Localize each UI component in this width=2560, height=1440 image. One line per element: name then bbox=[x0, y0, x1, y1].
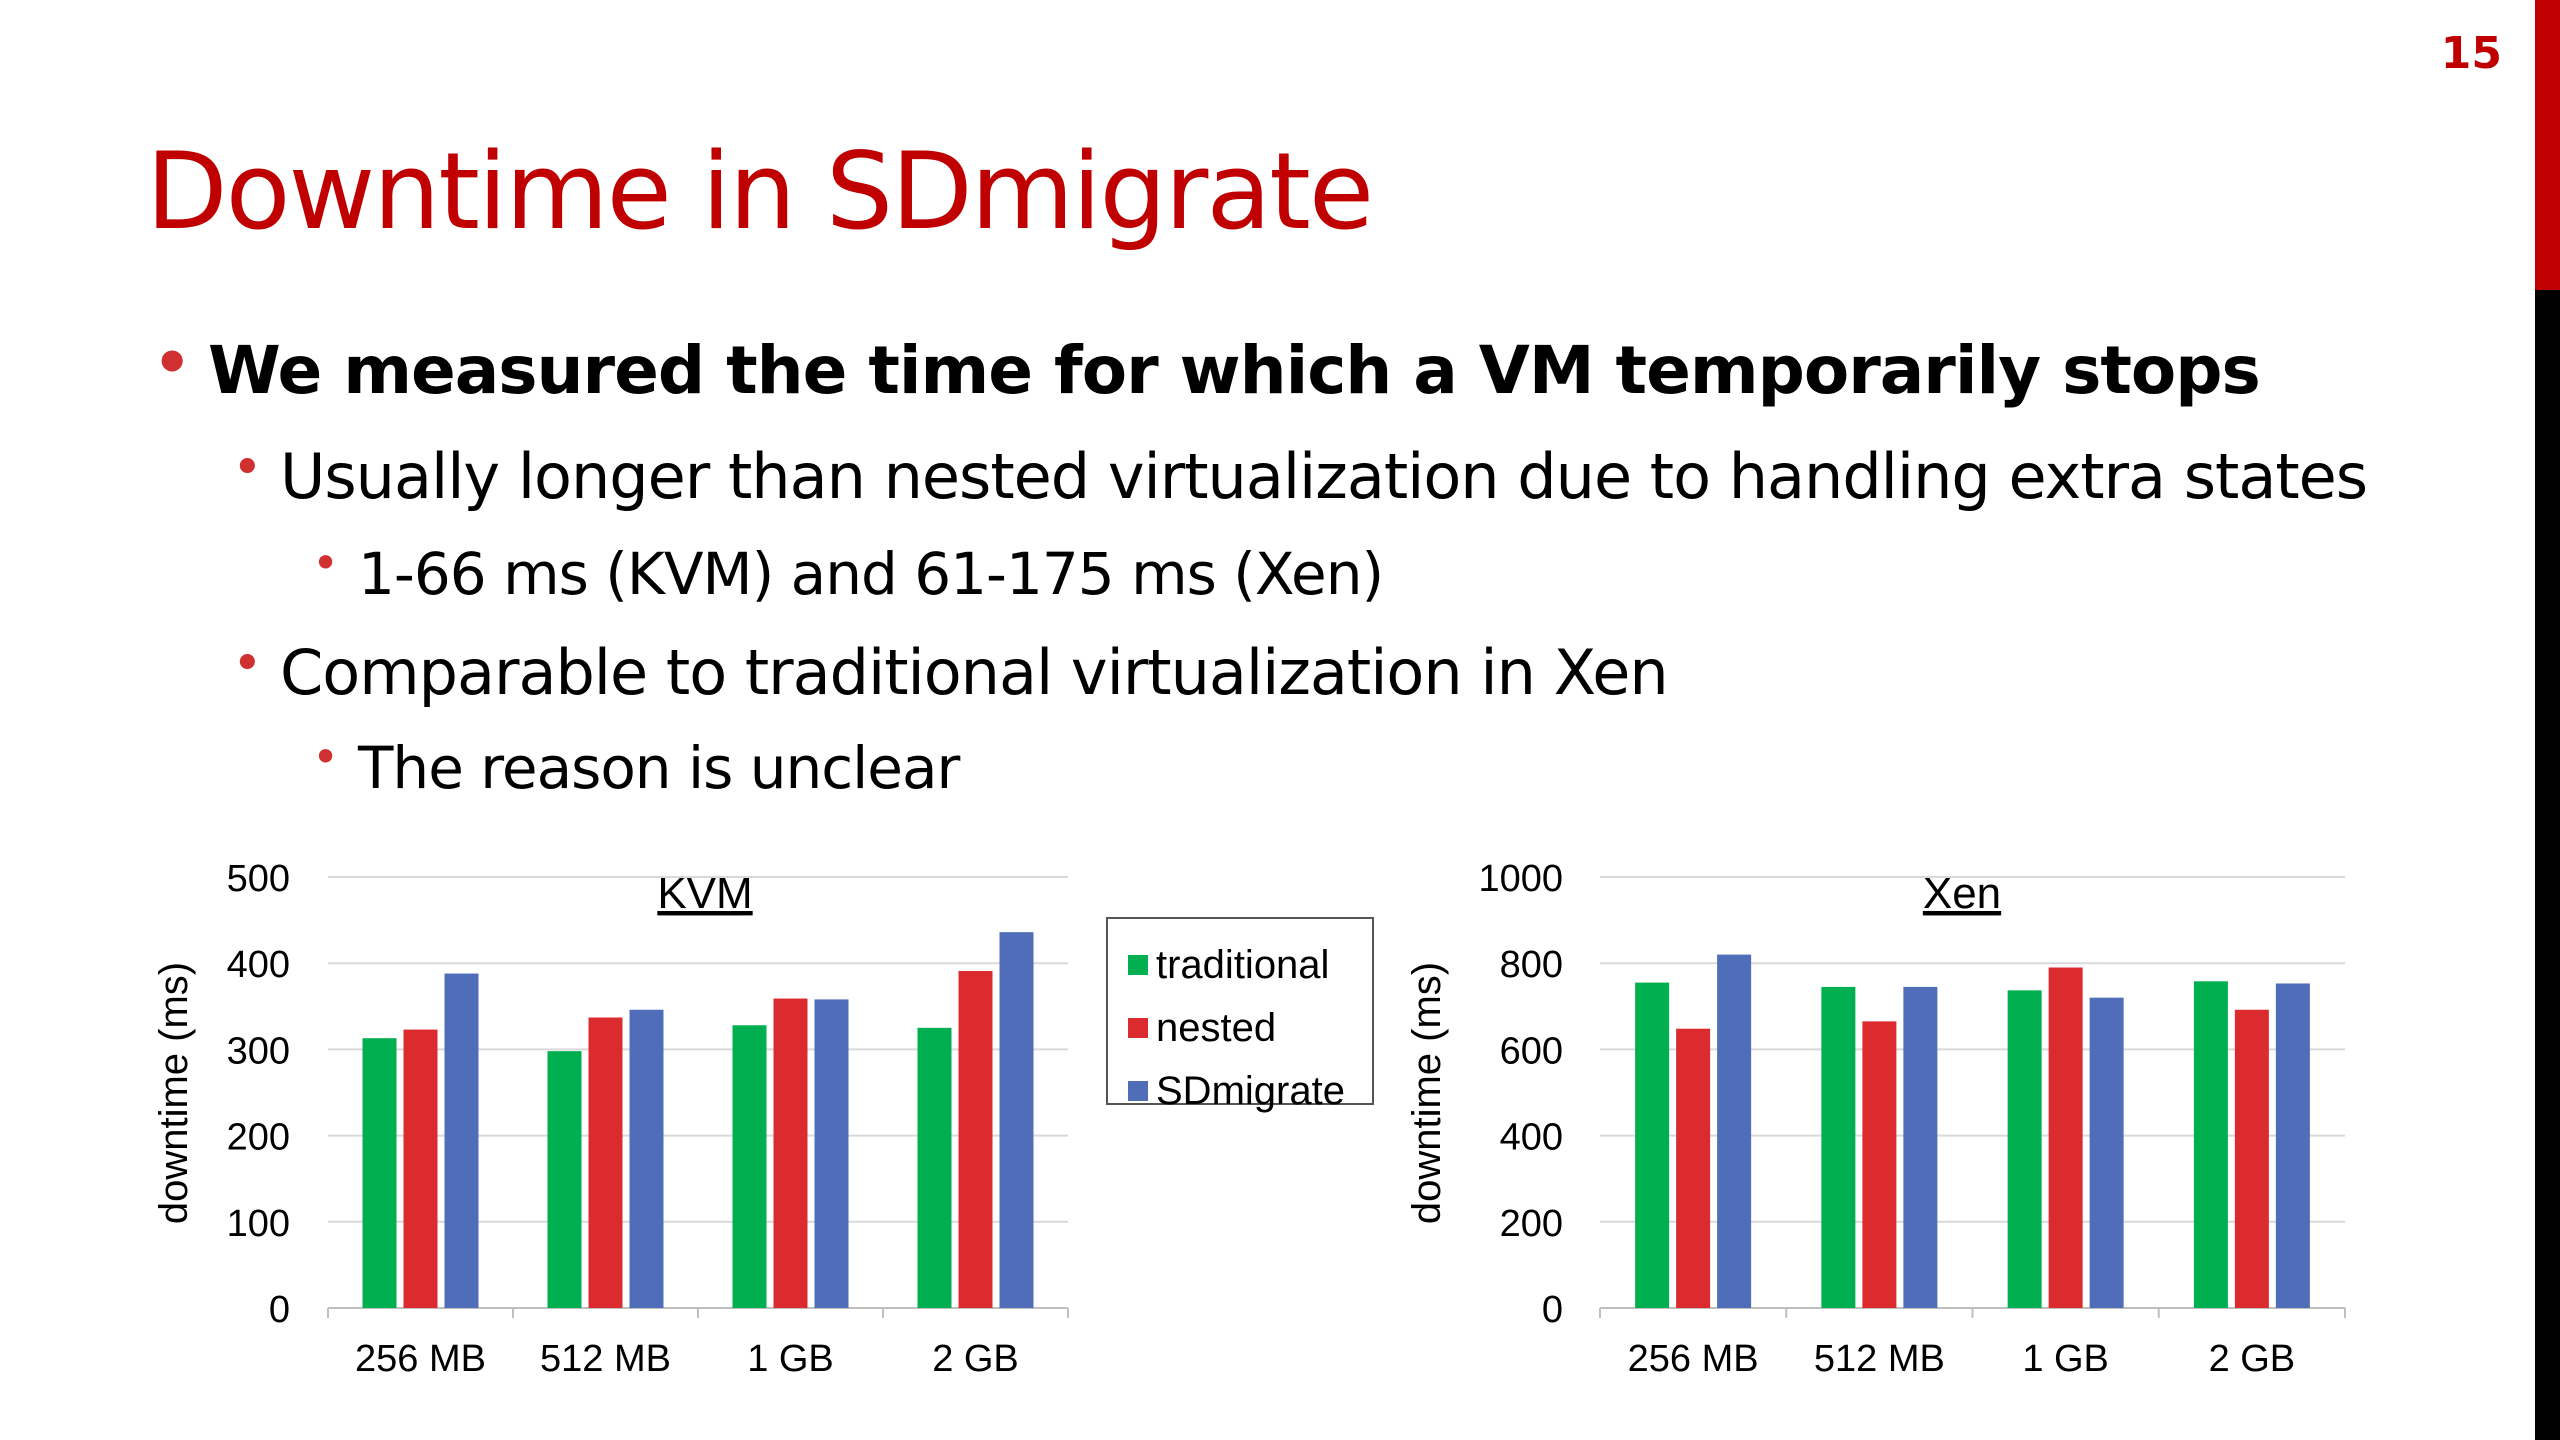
xen-bar-traditional-3 bbox=[2193, 981, 2228, 1308]
xen-xtick-label: 2 GB bbox=[2209, 1338, 2296, 1380]
kvm-xtick-label: 512 MB bbox=[540, 1338, 671, 1380]
xen-bar-nested-2 bbox=[2048, 967, 2083, 1308]
bullet-dot-icon: • bbox=[232, 634, 263, 694]
xen-ytick-label: 1000 bbox=[1478, 858, 1563, 900]
side-accent-bar-black bbox=[2535, 290, 2560, 1440]
kvm-ytick-label: 0 bbox=[269, 1289, 290, 1331]
xen-ytick-label: 400 bbox=[1500, 1117, 1563, 1159]
legend-swatch-traditional bbox=[1128, 955, 1148, 975]
bullet-text: We measured the time for which a VM temp… bbox=[208, 332, 2261, 409]
side-accent-bar-red bbox=[2535, 0, 2560, 290]
slide-title: Downtime in SDmigrate bbox=[146, 130, 1374, 253]
xen-y-axis-label: downtime (ms) bbox=[1405, 962, 1449, 1224]
legend-item-traditional: traditional bbox=[1128, 941, 1329, 989]
xen-chart-title: Xen bbox=[1923, 869, 2001, 918]
bullet-text: Usually longer than nested virtualizatio… bbox=[280, 440, 2368, 513]
slide-number: 15 bbox=[2440, 28, 2502, 79]
kvm-bar-sdmigrate-1 bbox=[629, 1009, 664, 1308]
kvm-ytick-label: 300 bbox=[227, 1030, 290, 1072]
xen-xtick-label: 1 GB bbox=[2022, 1338, 2109, 1380]
xen-ytick-label: 0 bbox=[1542, 1289, 1563, 1331]
kvm-xtick-label: 1 GB bbox=[747, 1338, 834, 1380]
legend-item-sdmigrate: SDmigrate bbox=[1128, 1067, 1345, 1115]
kvm-bar-nested-1 bbox=[588, 1017, 623, 1308]
legend-label-traditional: traditional bbox=[1156, 942, 1330, 987]
legend-item-nested: nested bbox=[1128, 1004, 1276, 1052]
xen-bar-sdmigrate-3 bbox=[2275, 983, 2310, 1308]
chart-legend: traditional nested SDmigrate bbox=[1106, 917, 1374, 1113]
xen-ytick-label: 800 bbox=[1500, 944, 1563, 986]
bullet-text: Comparable to traditional virtualization… bbox=[280, 636, 1669, 709]
kvm-bar-nested-2 bbox=[773, 998, 808, 1308]
bullet-level3-ranges: • 1-66 ms (KVM) and 61-175 ms (Xen) bbox=[312, 536, 1384, 608]
kvm-ytick-label: 400 bbox=[227, 944, 290, 986]
kvm-ytick-label: 500 bbox=[227, 858, 290, 900]
legend-label-nested: nested bbox=[1156, 1005, 1277, 1050]
bullet-dot-icon: • bbox=[312, 730, 339, 784]
kvm-bar-traditional-1 bbox=[547, 1051, 582, 1308]
xen-bar-nested-0 bbox=[1676, 1028, 1711, 1308]
kvm-bar-nested-0 bbox=[403, 1029, 438, 1308]
kvm-bar-sdmigrate-3 bbox=[999, 932, 1034, 1308]
xen-xtick-label: 256 MB bbox=[1628, 1338, 1759, 1380]
bullet-level1-measured: • We measured the time for which a VM te… bbox=[153, 328, 2261, 409]
xen-xtick-label: 512 MB bbox=[1814, 1338, 1945, 1380]
kvm-bar-traditional-2 bbox=[732, 1025, 767, 1308]
bullet-text: The reason is unclear bbox=[358, 734, 960, 802]
legend-swatch-nested bbox=[1128, 1018, 1148, 1038]
xen-ytick-label: 200 bbox=[1500, 1203, 1563, 1245]
legend-swatch-sdmigrate bbox=[1128, 1081, 1148, 1101]
bullet-text: 1-66 ms (KVM) and 61-175 ms (Xen) bbox=[358, 540, 1384, 608]
xen-bar-nested-3 bbox=[2234, 1009, 2269, 1308]
kvm-bar-sdmigrate-2 bbox=[814, 999, 849, 1308]
kvm-ytick-label: 100 bbox=[227, 1203, 290, 1245]
bullet-dot-icon: • bbox=[153, 328, 191, 398]
xen-bar-sdmigrate-0 bbox=[1717, 954, 1752, 1308]
bullet-level2-usually-longer: • Usually longer than nested virtualizat… bbox=[232, 438, 2368, 513]
kvm-bar-traditional-0 bbox=[362, 1038, 397, 1308]
bullet-dot-icon: • bbox=[312, 536, 339, 590]
xen-ytick-label: 600 bbox=[1500, 1030, 1563, 1072]
kvm-bar-traditional-3 bbox=[917, 1027, 952, 1308]
bullet-level2-comparable: • Comparable to traditional virtualizati… bbox=[232, 634, 1669, 709]
xen-bar-traditional-1 bbox=[1821, 986, 1856, 1308]
xen-bar-traditional-2 bbox=[2007, 990, 2042, 1308]
xen-bar-sdmigrate-2 bbox=[2089, 997, 2124, 1308]
kvm-xtick-label: 256 MB bbox=[355, 1338, 486, 1380]
kvm-y-axis-label: downtime (ms) bbox=[152, 962, 196, 1224]
kvm-bar-nested-3 bbox=[958, 970, 993, 1308]
legend-label-sdmigrate: SDmigrate bbox=[1156, 1068, 1345, 1113]
bullet-level3-reason: • The reason is unclear bbox=[312, 730, 960, 802]
kvm-ytick-label: 200 bbox=[227, 1117, 290, 1159]
xen-bar-nested-1 bbox=[1862, 1021, 1897, 1308]
xen-bar-traditional-0 bbox=[1635, 982, 1670, 1308]
kvm-chart-title: KVM bbox=[657, 869, 752, 918]
xen-bar-sdmigrate-1 bbox=[1903, 986, 1938, 1308]
bullet-dot-icon: • bbox=[232, 438, 263, 498]
kvm-bar-sdmigrate-0 bbox=[444, 973, 479, 1308]
kvm-xtick-label: 2 GB bbox=[932, 1338, 1019, 1380]
